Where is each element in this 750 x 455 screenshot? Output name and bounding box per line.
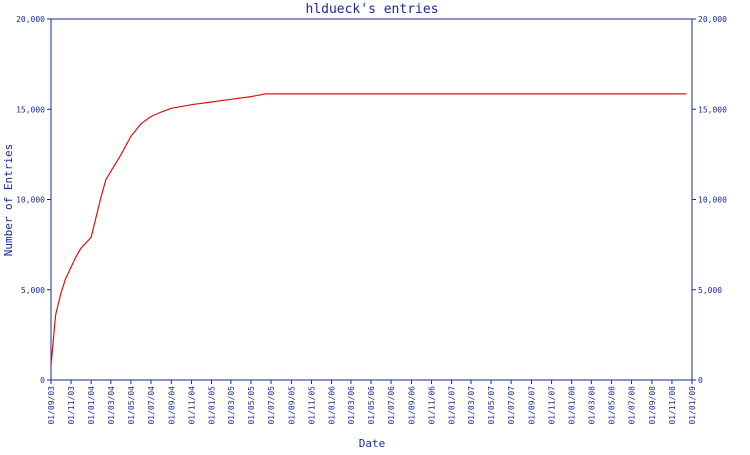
y-axis-left: 0 5,000 10,000 15,000 20,000 <box>16 15 51 385</box>
x-tick-label: 01/05/07 <box>487 386 496 425</box>
plot-frame <box>50 18 693 381</box>
x-tick-label: 01/05/05 <box>247 386 256 425</box>
y-tick-label-left: 15,000 <box>16 105 45 114</box>
y-axis-right: 0 5,000 10,000 15,000 20,000 <box>692 15 727 385</box>
x-tick-label: 01/05/08 <box>607 386 616 425</box>
x-tick-label: 01/09/03 <box>47 386 56 425</box>
x-tick-label: 01/03/05 <box>227 386 236 425</box>
x-tick-label: 01/07/08 <box>627 386 636 425</box>
x-tick-label: 01/07/06 <box>387 386 396 425</box>
chart-title: hldueck's entries <box>305 2 438 17</box>
x-tick-label: 01/11/04 <box>187 386 196 425</box>
y-tick-label-left: 10,000 <box>16 196 45 205</box>
x-tick-label: 01/11/03 <box>67 386 76 425</box>
x-tick-label: 01/09/08 <box>648 386 657 425</box>
y-tick-label-right: 15,000 <box>698 105 727 114</box>
y-axis-label: Number of Entries <box>2 144 15 257</box>
x-tick-label: 01/07/07 <box>507 386 516 425</box>
series-line-entries <box>50 93 687 366</box>
y-tick-label-right: 20,000 <box>698 15 727 24</box>
x-tick-label: 01/01/07 <box>448 386 457 425</box>
x-tick-label: 01/03/07 <box>467 386 476 425</box>
x-tick-label: 01/09/05 <box>287 386 296 425</box>
x-axis-label: Date <box>359 437 386 450</box>
y-tick-label-left: 0 <box>40 376 45 385</box>
x-tick-label: 01/07/04 <box>147 386 156 425</box>
series-layer <box>50 93 687 366</box>
x-tick-label: 01/09/07 <box>528 386 537 425</box>
x-tick-label: 01/09/04 <box>167 386 176 425</box>
x-tick-label: 01/01/05 <box>207 386 216 425</box>
x-tick-label: 01/01/06 <box>328 386 337 425</box>
x-tick-label: 01/11/08 <box>668 386 677 425</box>
y-tick-label-left: 5,000 <box>21 286 45 295</box>
x-tick-label: 01/11/07 <box>548 386 557 425</box>
plot-border <box>50 18 693 381</box>
x-tick-label: 01/05/04 <box>127 386 136 425</box>
x-tick-label: 01/03/06 <box>347 386 356 425</box>
y-tick-label-left: 20,000 <box>16 15 45 24</box>
x-tick-label: 01/03/08 <box>587 386 596 425</box>
x-tick-label: 01/09/06 <box>407 386 416 425</box>
y-tick-label-right: 0 <box>698 376 703 385</box>
x-tick-label: 01/07/05 <box>267 386 276 425</box>
x-tick-label: 01/11/05 <box>307 386 316 425</box>
x-axis: 01/09/03 01/11/03 01/01/04 01/03/04 01/05/04… <box>47 380 697 425</box>
x-tick-label: 01/11/06 <box>428 386 437 425</box>
x-tick-label: 01/01/09 <box>688 386 697 425</box>
y-tick-label-right: 5,000 <box>698 286 722 295</box>
y-tick-label-right: 10,000 <box>698 196 727 205</box>
x-tick-label: 01/01/08 <box>568 386 577 425</box>
x-tick-label: 01/03/04 <box>107 386 116 425</box>
x-tick-label: 01/01/04 <box>87 386 96 425</box>
x-tick-label: 01/05/06 <box>367 386 376 425</box>
